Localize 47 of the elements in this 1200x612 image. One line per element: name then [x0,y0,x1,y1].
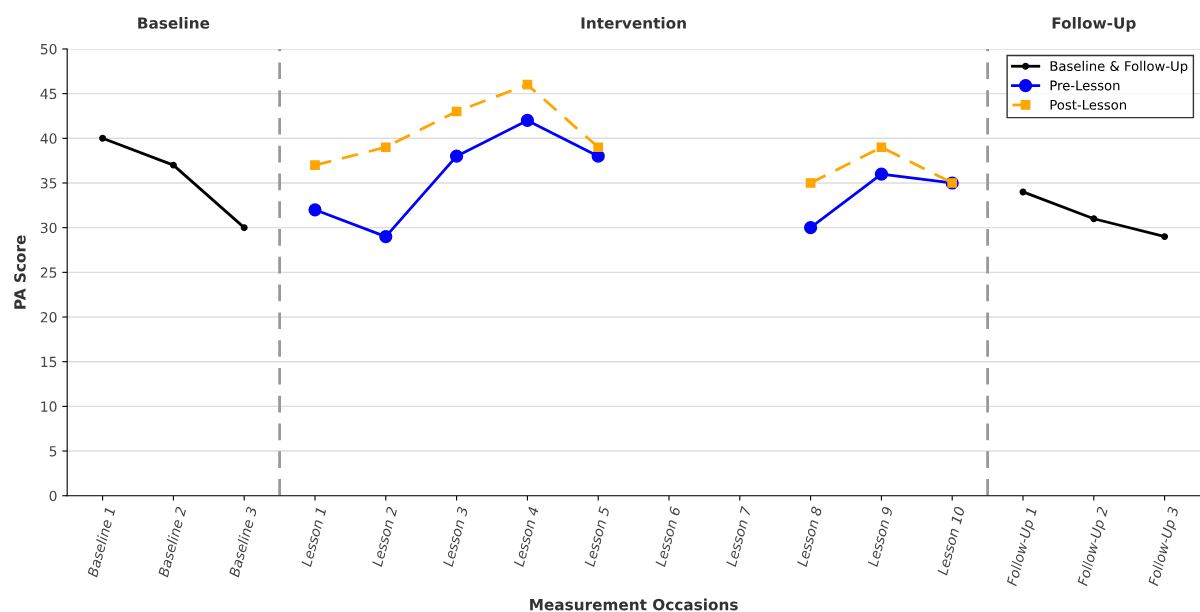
x-tick-label: Lesson 3 [442,506,469,568]
x-tick-label: Lesson 2 [371,506,398,568]
y-tick-label: 0 [49,490,57,502]
legend-label: Post-Lesson [1050,99,1126,110]
point [522,79,533,90]
x-tick-label: Lesson 4 [513,506,539,568]
y-tick-label: 45 [40,88,57,100]
text: Baseline [138,17,210,29]
point [1161,233,1169,241]
x-tick-label: Lesson 1 [301,507,327,568]
x-tick-label: Lesson 6 [654,506,681,568]
point [379,230,393,244]
text: Intervention [581,17,686,29]
point [874,167,888,181]
point [310,160,320,170]
legend-label: Pre-Lesson [1050,80,1120,91]
point [805,178,816,188]
y-tick-label: 5 [49,446,57,457]
y-tick-label: 25 [40,267,57,278]
x-tick-label: Lesson 8 [796,506,823,568]
x-axis-title: Measurement Occasions [530,598,738,611]
y-tick-label: 40 [40,133,57,144]
point [804,221,818,235]
point [450,149,464,163]
point [876,142,887,153]
point [593,142,604,153]
x-tick-label: Lesson 10 [936,506,965,576]
point [169,161,177,169]
point [1090,215,1098,223]
point [308,203,322,217]
x-tick-label: Lesson 9 [867,506,893,568]
y-tick-label: 10 [41,401,57,412]
point [240,224,248,232]
point [520,113,534,128]
y-tick-label: 20 [40,311,57,323]
y-axis-title: PA Score [14,235,26,309]
legend-label: Baseline & Follow-Up [1050,60,1188,74]
y-tick-label: 50 [40,43,57,55]
y-tick-label: 30 [40,222,57,234]
x-tick-label: Lesson 7 [725,505,752,568]
point [1019,188,1027,196]
point [380,142,391,153]
y-tick-label: 35 [40,177,57,189]
text: Follow-Up [1052,17,1136,32]
point [99,134,107,142]
x-tick-label: Lesson 5 [584,506,610,568]
y-tick-label: 15 [41,356,57,368]
